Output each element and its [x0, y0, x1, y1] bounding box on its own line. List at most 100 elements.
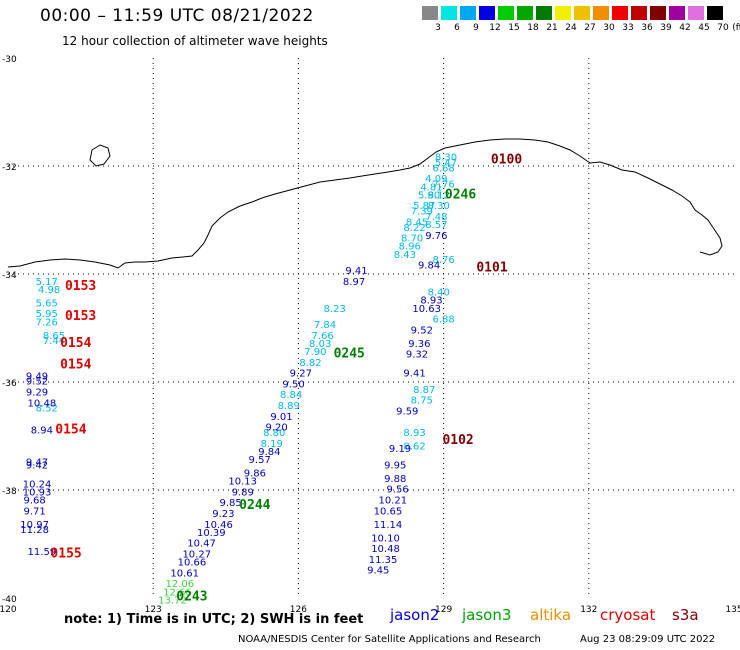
wave-height-label: 9.47	[26, 458, 48, 469]
color-swatch	[422, 6, 438, 20]
wave-height-label: 10.61	[170, 568, 199, 579]
wave-height-label: 9.89	[232, 487, 254, 498]
wave-height-label: 9.32	[406, 350, 428, 361]
page-subtitle: 12 hour collection of altimeter wave hei…	[62, 34, 328, 48]
lon-tick-label: 120	[0, 605, 17, 615]
color-scale-label: 24	[565, 23, 577, 33]
wave-height-label: 10.13	[228, 477, 257, 488]
wave-height-label: 8.89	[278, 401, 300, 412]
wave-height-label: 7.90	[304, 347, 326, 358]
wave-height-label: 8.19	[261, 439, 283, 450]
wave-height-label: 9.50	[282, 379, 304, 390]
wave-height-label: 8.57	[425, 220, 447, 231]
lat-tick-label: -40	[2, 595, 17, 605]
color-scale-label: 12	[489, 23, 501, 33]
wave-height-label: 9.41	[345, 266, 367, 277]
pass-time-label: 0154	[60, 358, 91, 373]
wave-height-label: 8.62	[403, 442, 425, 453]
color-scale-label: 30	[603, 23, 615, 33]
wave-height-label: 10.46	[204, 520, 233, 531]
color-swatch	[479, 6, 495, 20]
wave-height-label: 9.41	[403, 369, 425, 380]
wave-height-label: 7.84	[314, 320, 336, 331]
color-swatch	[460, 6, 476, 20]
wave-height-label: 9.68	[23, 496, 45, 507]
wave-height-label: 10.47	[187, 539, 216, 550]
wave-height-label: 9.59	[396, 406, 418, 417]
lat-tick-label: -30	[2, 55, 17, 65]
wave-height-label: 8.96	[399, 242, 421, 253]
pass-time-label: 0153	[65, 279, 96, 294]
color-swatch	[688, 6, 704, 20]
graticule	[8, 58, 734, 598]
lon-tick-label: 135	[725, 605, 740, 615]
wave-height-label: 5.65	[36, 298, 58, 309]
color-swatch	[517, 6, 533, 20]
wave-height-label: 8.22	[403, 223, 425, 234]
wave-height-label: 8.03	[309, 339, 331, 350]
color-scale-label: 27	[584, 23, 596, 33]
wave-height-label: 9.52	[411, 325, 433, 336]
wave-height-label: 10.65	[374, 506, 403, 517]
wave-height-label: 10.93	[23, 487, 52, 498]
wave-height-label: 10.48	[371, 544, 400, 555]
color-swatch	[631, 6, 647, 20]
page-title: 00:00 – 11:59 UTC 08/21/2022	[40, 6, 314, 26]
lat-tick-label: -32	[2, 163, 17, 173]
pass-time-label: 0244	[239, 498, 270, 513]
color-swatch	[555, 6, 571, 20]
wave-height-label: 8.12	[428, 190, 450, 201]
pass-time-label: 0155	[50, 547, 81, 562]
footnote: note: 1) Time is in UTC; 2) SWH is in fe…	[64, 612, 364, 627]
island	[89, 144, 111, 167]
timestamp: Aug 23 08:29:09 UTC 2022	[580, 634, 716, 645]
wave-height-label: 7.39	[411, 207, 433, 218]
wave-height-label: 8.93	[420, 296, 442, 307]
wave-height-label: 9.88	[384, 474, 406, 485]
color-scale-label: 9	[473, 23, 479, 33]
wave-height-label: 8.30	[428, 201, 450, 212]
wave-height-label: 7.66	[311, 331, 333, 342]
wave-height-label: 7.76	[432, 180, 454, 191]
wave-height-label: 9.85	[220, 498, 242, 509]
wave-height-label: 12.06	[165, 579, 194, 590]
wave-height-label: 8.30	[435, 153, 457, 164]
wave-height-label: 7.48	[425, 212, 447, 223]
lon-tick-label: 126	[290, 605, 307, 615]
color-scale-label: 39	[660, 23, 672, 33]
satellite-legend-altika: altika	[530, 606, 572, 624]
color-swatch	[612, 6, 628, 20]
color-swatch	[574, 6, 590, 20]
wave-height-label: 7.26	[36, 317, 58, 328]
wave-height-label: 9.01	[270, 412, 292, 423]
wave-height-label: 8.84	[280, 390, 302, 401]
wave-height-label: 8.93	[403, 428, 425, 439]
wave-height-label: 5.90	[418, 190, 440, 201]
wave-height-label: 10.48	[28, 398, 57, 409]
wave-height-label: 6.68	[432, 163, 454, 174]
lat-tick-label: -34	[2, 271, 17, 281]
wave-height-label: 5.17	[36, 277, 58, 288]
pass-time-label: 0154	[55, 422, 86, 437]
wave-height-label: 11.35	[369, 555, 398, 566]
wave-height-label: 9.20	[265, 423, 287, 434]
wave-height-label: 8.52	[36, 404, 58, 415]
wave-height-label: 9.29	[26, 388, 48, 399]
color-scale-label: 42	[679, 23, 691, 33]
lat-tick-label: -38	[2, 487, 17, 497]
color-swatch	[593, 6, 609, 20]
color-scale-label: 33	[622, 23, 634, 33]
wave-height-label: 8.40	[428, 288, 450, 299]
wave-height-label: 4.98	[38, 285, 60, 296]
color-scale-label: 6	[454, 23, 460, 33]
wave-height-label: 8.23	[324, 304, 346, 315]
wave-height-label: 8.70	[401, 234, 423, 245]
wave-height-label: 9.23	[212, 509, 234, 520]
coastline	[7, 138, 723, 269]
color-swatch	[498, 6, 514, 20]
pass-time-label: 0153	[65, 309, 96, 324]
wave-height-label: 9.71	[23, 506, 45, 517]
wave-height-label: 8.94	[31, 425, 53, 436]
satellite-legend-jason3: jason3	[462, 606, 512, 624]
